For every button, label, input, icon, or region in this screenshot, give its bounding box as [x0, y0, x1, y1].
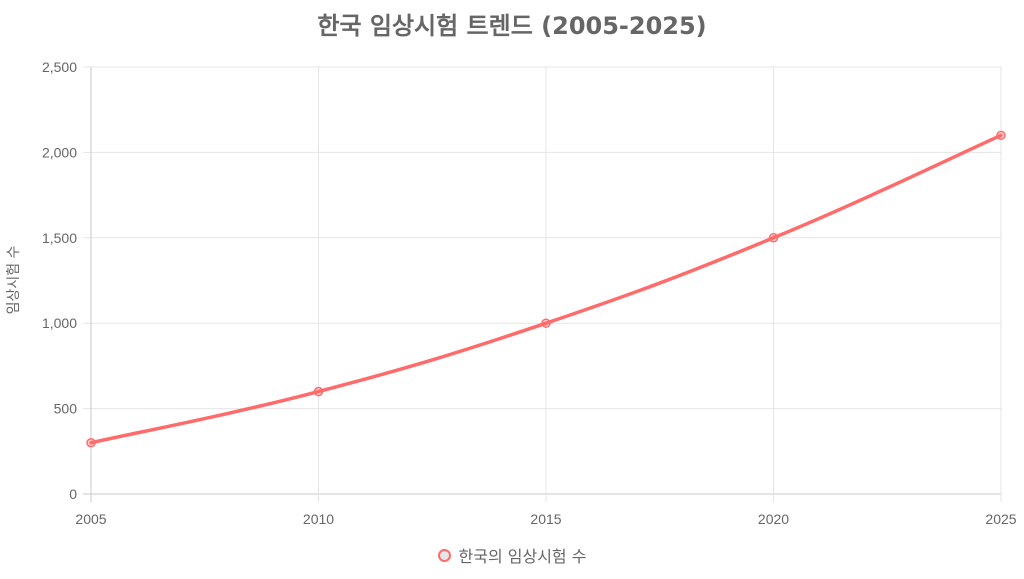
y-tick-label: 0	[69, 486, 77, 502]
y-tick-label: 2,000	[42, 144, 77, 160]
legend[interactable]: 한국의 임상시험 수	[0, 543, 1024, 567]
y-tick-label: 1,500	[42, 230, 77, 246]
data-point[interactable]	[86, 438, 96, 448]
series-line	[86, 130, 1006, 448]
x-axis-ticks: 2005 2010 2015 2020 2025	[75, 511, 1016, 527]
chart-title: 한국 임상시험 트렌드 (2005-2025)	[317, 12, 707, 40]
data-point[interactable]	[541, 318, 551, 328]
data-line	[89, 133, 1003, 445]
y-axis-ticks: 0 500 1,000 1,500 2,000 2,500	[42, 59, 77, 502]
grid-lines	[83, 66, 1002, 502]
y-tick-label: 1,000	[42, 315, 77, 331]
x-tick-label: 2015	[530, 511, 561, 527]
x-tick-label: 2025	[985, 511, 1016, 527]
data-point[interactable]	[313, 386, 324, 397]
x-tick-label: 2005	[75, 511, 106, 527]
legend-label: 한국의 임상시험 수	[458, 547, 587, 566]
y-tick-label: 2,500	[42, 59, 77, 75]
x-tick-label: 2010	[303, 511, 334, 527]
y-tick-label: 500	[54, 401, 78, 417]
y-axis-label: 임상시험 수	[6, 245, 22, 314]
data-point[interactable]	[768, 233, 779, 243]
data-point[interactable]	[996, 130, 1006, 141]
x-tick-label: 2020	[758, 511, 789, 527]
legend-circle-icon	[437, 548, 451, 562]
